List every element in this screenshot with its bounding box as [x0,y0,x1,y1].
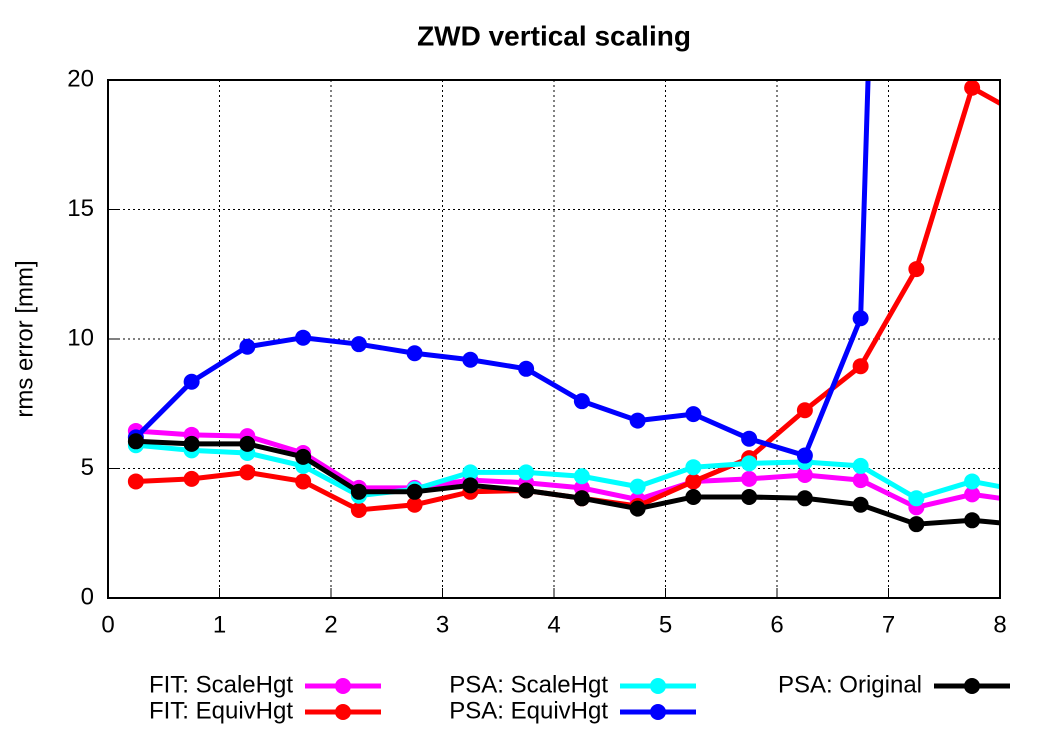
point [239,338,256,355]
plot-frame [107,79,1001,599]
legend-label: PSA: ScaleHgt [449,671,608,698]
point [852,496,869,513]
point [1020,517,1036,533]
point [239,464,256,481]
point [406,496,423,513]
y-tick-label: 10 [67,324,94,351]
point [573,393,590,410]
point [518,464,535,481]
point [350,501,367,518]
point [573,490,590,507]
point [796,447,813,464]
point [741,455,758,472]
point [796,490,813,507]
point [462,464,479,481]
point [685,406,702,423]
point [518,482,535,499]
point [796,402,813,419]
point [462,477,479,494]
x-tick-label: 8 [993,611,1006,638]
y-tick-label: 0 [81,583,94,610]
x-tick-label: 1 [213,611,226,638]
x-tick-label: 7 [882,611,895,638]
point [852,472,869,489]
x-tick-label: 0 [101,611,114,638]
y-tick-label: 5 [81,454,94,481]
legend-label: FIT: EquivHgt [149,697,293,724]
point [462,351,479,368]
point [852,358,869,375]
point [629,478,646,495]
legend-marker [335,704,351,720]
point [852,457,869,474]
point [908,261,925,278]
point [406,483,423,500]
legend-label: PSA: EquivHgt [449,697,608,724]
point [295,329,312,346]
legend-marker [650,678,666,694]
point [295,448,312,465]
legend-marker [650,704,666,720]
point [1020,111,1036,127]
point [796,466,813,483]
point [350,483,367,500]
point [406,345,423,362]
point [295,473,312,490]
x-tick-label: 3 [436,611,449,638]
point [852,310,869,327]
series-line [134,80,871,459]
point [518,360,535,377]
point [908,490,925,507]
point [741,430,758,447]
x-tick-label: 6 [770,611,783,638]
point [573,468,590,485]
point [685,488,702,505]
point [350,336,367,353]
y-tick-label: 15 [67,195,94,222]
point [1020,494,1036,510]
point [183,435,200,452]
x-tick-label: 4 [547,611,560,638]
point [964,473,981,490]
point [629,412,646,429]
point [127,433,144,450]
point [239,435,256,452]
point [741,470,758,487]
point [183,470,200,487]
legend-label: PSA: Original [778,671,922,698]
y-axis-label: rms error [mm] [11,260,38,417]
point [741,488,758,505]
point [964,80,981,96]
point [964,512,981,529]
legend-label: FIT: ScaleHgt [149,671,293,698]
x-tick-label: 2 [324,611,337,638]
x-tick-label: 5 [659,611,672,638]
point [908,516,925,533]
point [685,473,702,490]
legend-marker [964,678,980,694]
point [1020,484,1036,500]
legend-marker [335,678,351,694]
point [685,459,702,476]
y-tick-label: 20 [67,65,94,92]
point [629,500,646,517]
point [183,373,200,390]
point [964,486,981,503]
point [127,473,144,490]
chart-title: ZWD vertical scaling [417,20,691,51]
